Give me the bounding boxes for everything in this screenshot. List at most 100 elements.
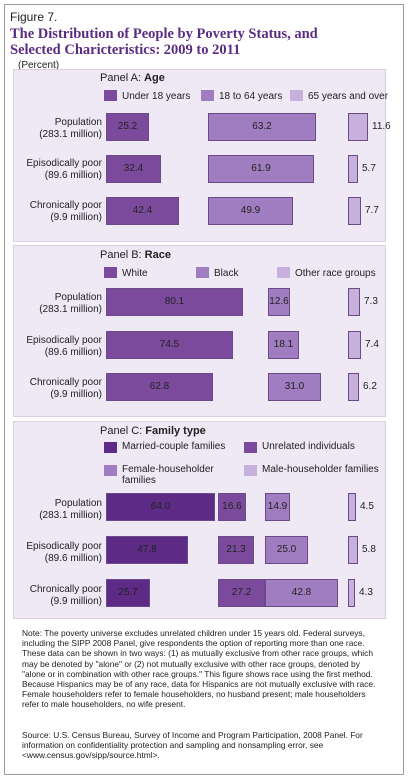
legend-swatch <box>244 465 257 476</box>
bar-label-p1-r1-s0: 74.5 <box>159 339 180 350</box>
bar-p2-r1-s2 <box>265 536 308 564</box>
row-label-line: Episodically poor <box>26 158 102 169</box>
bar-label-p2-r1-s2: 25.0 <box>276 544 297 555</box>
panel-a-title: Panel A: Age <box>100 72 165 84</box>
legend-label: Unrelated individuals <box>262 441 355 452</box>
bar-label-p2-r2-s2: 42.8 <box>291 587 312 598</box>
bar-p0-r2-s1 <box>208 197 293 225</box>
legend-a-65plus: 65 years and over <box>290 90 388 102</box>
legend-a-under18: Under 18 years <box>104 90 190 102</box>
row-label-line: Chronically poor <box>29 200 102 211</box>
row-label-line: Population <box>54 292 102 303</box>
legend-label: Other race groups <box>295 268 376 279</box>
bar-label-p2-r0-s2: 14.9 <box>267 501 288 512</box>
bar-p0-r1-s0 <box>106 155 161 183</box>
row-label-line: Episodically poor <box>26 335 102 346</box>
legend-b-black: Black <box>196 267 238 279</box>
bar-label-p0-r2-s0: 42.4 <box>132 205 153 216</box>
legend-label: 65 years and over <box>308 91 389 102</box>
row-label-line: Chronically poor <box>29 584 102 595</box>
bar-label-p2-r2-s3: 4.3 <box>359 587 373 598</box>
panel-b-title: Panel B: Race <box>100 249 171 261</box>
bar-label-p0-r0-s2: 11.6 <box>372 121 391 132</box>
panel-b-prefix: Panel B: <box>100 249 142 261</box>
bar-p2-r2-s0 <box>106 579 150 607</box>
bar-p1-r0-s2 <box>348 288 360 316</box>
row-label-population: Population (283.1 million) <box>14 117 102 141</box>
bar-p0-r0-s1 <box>208 113 316 141</box>
row-label-population: Population (283.1 million) <box>14 498 102 522</box>
row-label-line: (9.9 million) <box>50 212 102 223</box>
legend-label: Black <box>214 268 239 279</box>
bar-p0-r2-s2 <box>348 197 361 225</box>
panel-c-name: Family type <box>145 425 206 437</box>
bar-p2-r1-s0 <box>106 536 188 564</box>
row-label-line: (283.1 million) <box>39 510 102 521</box>
bar-p2-r1-s3 <box>348 536 358 564</box>
bar-label-p0-r1-s1: 61.9 <box>251 163 271 174</box>
panel-a-box <box>13 69 386 242</box>
bar-p2-r2-s1 <box>218 579 265 607</box>
legend-swatch <box>196 267 209 278</box>
bar-p1-r1-s1 <box>268 331 299 359</box>
figure-label: Figure 7. <box>10 10 58 24</box>
bar-p1-r2-s1 <box>268 373 321 401</box>
legend-c-female: Female-householder families <box>104 464 242 486</box>
bar-label-p1-r0-s2: 7.3 <box>364 296 378 307</box>
bar-label-p1-r2-s2: 6.2 <box>363 381 377 392</box>
row-label-line: (283.1 million) <box>39 304 102 315</box>
bar-p0-r1-s2 <box>348 155 358 183</box>
row-label-population: Population (283.1 million) <box>14 292 102 316</box>
legend-swatch <box>244 442 257 453</box>
bar-p2-r2-s3 <box>348 579 355 607</box>
bar-label-p1-r2-s0: 62.8 <box>149 381 170 392</box>
bar-p2-r1-s1 <box>218 536 254 564</box>
legend-swatch <box>290 90 303 101</box>
row-label-line: (89.6 million) <box>44 553 102 564</box>
row-label-line: (89.6 million) <box>44 170 102 181</box>
unit-label: (Percent) <box>18 60 60 71</box>
bar-p1-r1-s2 <box>348 331 361 359</box>
bar-label-p2-r1-s1: 21.3 <box>226 544 246 555</box>
row-label-chronic: Chronically poor (9.9 million) <box>14 584 102 608</box>
legend-label: Under 18 years <box>122 91 191 102</box>
panel-c-prefix: Panel C: <box>100 425 143 437</box>
legend-swatch <box>201 90 214 101</box>
bar-p0-r2-s0 <box>106 197 179 225</box>
legend-swatch <box>104 442 117 453</box>
source-text: Source: U.S. Census Bureau, Survey of In… <box>22 730 363 761</box>
bar-p0-r0-s0 <box>106 113 149 141</box>
bar-label-p2-r1-s0: 47.8 <box>137 544 157 555</box>
note-text: Note: The poverty universe excludes unre… <box>22 628 376 710</box>
bar-label-p1-r2-s1: 31.0 <box>284 381 305 392</box>
bar-label-p2-r0-s1: 16.6 <box>222 501 242 512</box>
legend-c-married: Married-couple families <box>104 441 242 453</box>
legend-a-18to64: 18 to 64 years <box>201 90 282 102</box>
row-label-chronic: Chronically poor (9.9 million) <box>14 377 102 401</box>
bar-label-p0-r0-s0: 25.2 <box>117 121 138 132</box>
bar-p2-r2-s2 <box>265 579 338 607</box>
bar-p2-r0-s0 <box>106 493 215 521</box>
bar-p0-r1-s1 <box>208 155 314 183</box>
row-label-line: (9.9 million) <box>50 596 102 607</box>
bar-p0-r0-s2 <box>348 113 368 141</box>
row-label-line: (89.6 million) <box>44 347 102 358</box>
legend-label: White <box>122 268 148 279</box>
row-label-episodic: Episodically poor (89.6 million) <box>14 335 102 359</box>
bar-p2-r0-s1 <box>218 493 246 521</box>
bar-label-p2-r2-s0: 25.7 <box>118 587 138 598</box>
bar-p1-r2-s0 <box>106 373 213 401</box>
legend-label: Female-householder families <box>122 464 214 486</box>
legend-b-other: Other race groups <box>277 267 376 279</box>
bar-label-p2-r0-s0: 64.0 <box>150 501 171 512</box>
bar-p2-r0-s2 <box>265 493 290 521</box>
legend-c-male: Male-householder families <box>244 464 382 476</box>
row-label-line: Episodically poor <box>26 541 102 552</box>
bar-label-p0-r2-s2: 7.7 <box>365 205 379 216</box>
legend-swatch <box>277 267 290 278</box>
legend-c-unrelated: Unrelated individuals <box>244 441 382 453</box>
legend-label: Married-couple families <box>122 441 226 452</box>
chart-title: The Distribution of People by Poverty St… <box>10 26 318 58</box>
bar-label-p2-r2-s1: 27.2 <box>231 587 252 598</box>
row-label-line: (9.9 million) <box>50 389 102 400</box>
